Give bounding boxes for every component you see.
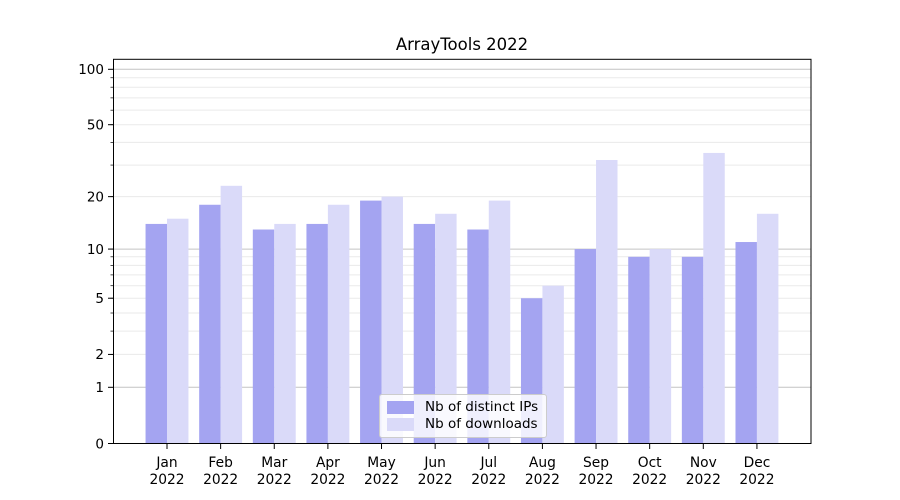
bar: [735, 242, 757, 444]
legend-label-downloads: Nb of downloads: [425, 415, 538, 432]
bar: [488, 200, 511, 444]
bar: [435, 213, 457, 444]
x-tick-label: Apr 2022: [310, 455, 345, 488]
bar: [756, 213, 779, 444]
plot-frame: [113, 58, 812, 445]
bar: [252, 229, 275, 444]
bar: [360, 200, 382, 444]
bar: [467, 229, 489, 444]
x-axis: Jan 2022 Feb 2022 Mar 2022 Apr 2022 May 2022 Jun 20…: [149, 443, 774, 488]
legend-item: Nb of distinct IPs: [387, 398, 539, 415]
bar: [381, 196, 403, 444]
bar: [306, 223, 328, 444]
x-tick-label: Aug 2022: [525, 455, 560, 488]
y-axis: 0 1 2 5 10 20 50 100: [78, 62, 114, 452]
y-tick-label: 1: [95, 380, 104, 396]
x-tick-label: Oct 2022: [632, 455, 667, 488]
bar: [413, 223, 436, 444]
legend-swatch-distinct-ips: [387, 401, 414, 414]
legend-label-distinct-ips: Nb of distinct IPs: [425, 398, 539, 415]
x-tick-label: Jun 2022: [418, 455, 453, 488]
bar: [327, 204, 350, 444]
legend-swatch-downloads: [387, 418, 414, 431]
bar: [167, 218, 189, 444]
bars-series-0: [145, 200, 757, 444]
bars-series-1: [167, 152, 779, 444]
bar: [574, 249, 597, 444]
chart-title: ArrayTools 2022: [395, 35, 529, 54]
y-tick-label: 2: [95, 347, 104, 363]
y-tick-label: 20: [87, 189, 104, 205]
x-tick-label: Nov 2022: [686, 455, 721, 488]
y-tick-label: 50: [87, 118, 104, 134]
bar: [681, 256, 704, 444]
bar: [649, 249, 672, 444]
legend-item: Nb of downloads: [387, 415, 538, 432]
x-tick-label: Mar 2022: [257, 455, 292, 488]
bar: [596, 159, 618, 444]
x-tick-label: May 2022: [364, 455, 399, 488]
y-tick-label: 100: [78, 62, 104, 78]
grid-minor: [113, 77, 811, 355]
bar: [703, 152, 725, 444]
x-tick-label: Jul 2022: [471, 455, 506, 488]
x-tick-label: Feb 2022: [203, 455, 238, 488]
legend: Nb of distinct IPs Nb of downloads: [379, 394, 547, 438]
bar: [199, 204, 221, 444]
x-tick-label: Sep 2022: [578, 455, 613, 488]
y-tick-label: 5: [95, 291, 104, 307]
x-tick-label: Jan 2022: [149, 455, 184, 488]
bar: [220, 185, 243, 444]
x-tick-label: Dec 2022: [739, 455, 774, 488]
bar: [628, 256, 650, 444]
y-tick-label: 0: [95, 436, 104, 452]
bar: [145, 223, 167, 444]
y-tick-label: 10: [87, 242, 104, 258]
bar: [542, 285, 564, 444]
bar: [274, 223, 296, 444]
